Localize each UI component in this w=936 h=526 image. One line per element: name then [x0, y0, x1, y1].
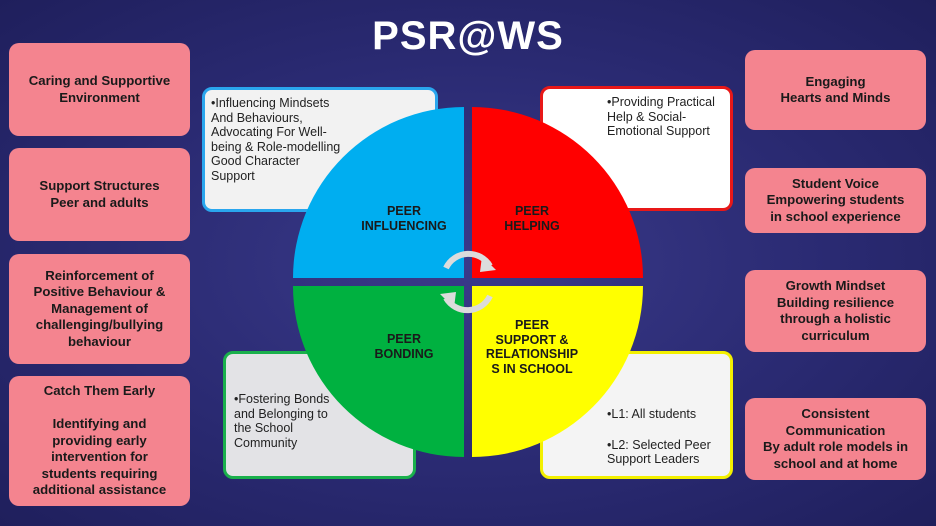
positive-behaviour-box: Reinforcement of Positive Behaviour & Ma… — [9, 254, 190, 364]
consistent-communication-box: Consistent Communication By adult role m… — [745, 398, 926, 480]
engaging-hearts-box: Engaging Hearts and Minds — [745, 50, 926, 130]
student-voice-box: Student Voice Empowering students in sch… — [745, 168, 926, 233]
helping-quadrant — [472, 107, 643, 278]
influencing-label: PEER INFLUENCING — [361, 204, 447, 233]
support-info-line-l2: •L2: Selected Peer Support Leaders — [607, 437, 711, 467]
support-structures-box: Support Structures Peer and adults — [9, 148, 190, 241]
support-info-line-l1: •L1: All students — [607, 406, 697, 421]
support-quadrant — [472, 286, 643, 457]
page-title: PSR@WS — [372, 14, 564, 58]
growth-mindset-box: Growth Mindset Building resilience throu… — [745, 270, 926, 352]
influencing-quadrant — [293, 107, 464, 278]
caring-environment-box: Caring and Supportive Environment — [9, 43, 190, 136]
bonding-label: PEER BONDING — [374, 332, 434, 361]
cycle-arrows-icon — [440, 250, 496, 314]
helping-label: PEER HELPING — [504, 204, 560, 233]
bonding-quadrant — [293, 286, 464, 457]
catch-them-early-box: Catch Them Early Identifying and providi… — [9, 376, 190, 506]
support-label: PEER SUPPORT & RELATIONSHIP S IN SCHOOL — [485, 318, 579, 376]
